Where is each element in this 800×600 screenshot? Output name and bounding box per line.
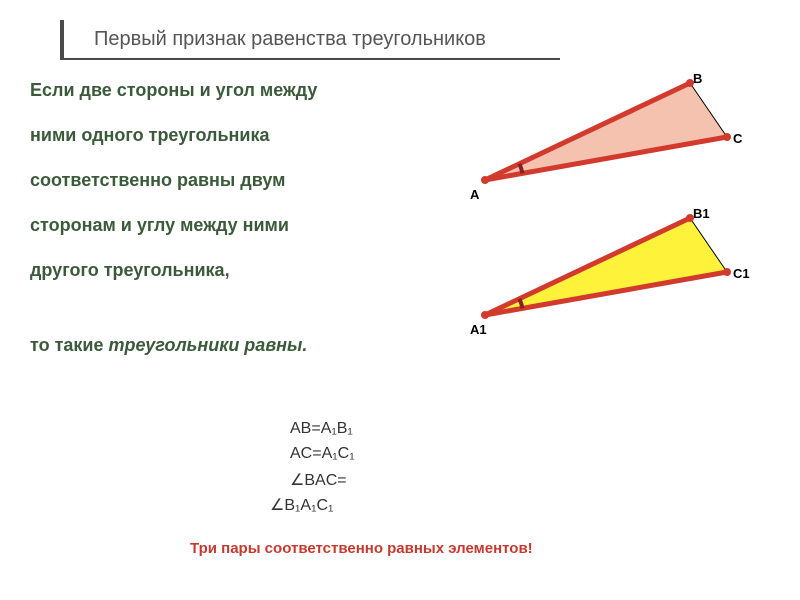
formula-ac: AC=A₁C₁ xyxy=(290,445,355,463)
triangle-a1b1c1: A1B1C1 xyxy=(475,210,765,345)
formula-bac: ∠BAC= xyxy=(290,470,347,490)
conclusion-prefix: то такие xyxy=(30,335,109,355)
vertex-label: A xyxy=(470,187,479,202)
vertex-label: C xyxy=(733,131,742,146)
formula-b1a1c1: ∠B₁A₁C₁ xyxy=(270,495,333,515)
footer-note: Три пары соответственно равных элементов… xyxy=(190,540,533,557)
triangle-abc: ABC xyxy=(475,75,765,210)
theorem-line-3: соответственно равны двум xyxy=(30,170,285,191)
theorem-conclusion: то такие треугольники равны. xyxy=(30,335,307,356)
theorem-line-1: Если две стороны и угол между xyxy=(30,80,317,101)
triangle-abc-svg xyxy=(475,75,765,210)
theorem-line-5: другого треугольника, xyxy=(30,260,230,281)
triangle-a1b1c1-svg xyxy=(475,210,765,345)
formula-ab: AB=A₁B₁ xyxy=(290,420,353,438)
title-bar: Первый признак равенства треугольников xyxy=(60,20,560,60)
conclusion-italic: треугольники равны. xyxy=(109,335,308,355)
vertex-label: B1 xyxy=(693,206,710,221)
page-title: Первый признак равенства треугольников xyxy=(94,28,486,51)
vertex-label: C1 xyxy=(733,266,750,281)
theorem-line-2: ними одного треугольника xyxy=(30,125,269,146)
vertex-label: B xyxy=(693,71,702,86)
theorem-line-4: сторонам и углу между ними xyxy=(30,215,289,236)
vertex-label: A1 xyxy=(470,322,487,337)
